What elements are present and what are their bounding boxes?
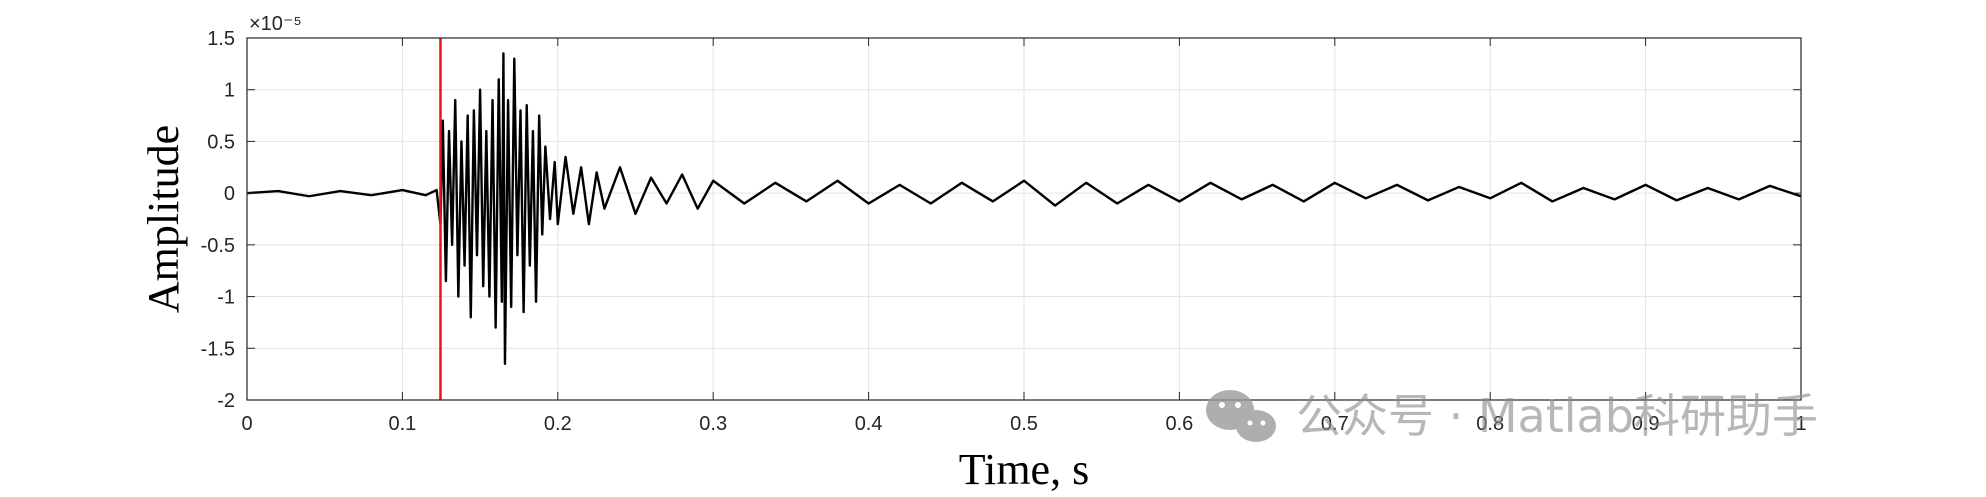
x-tick-label: 0.3 xyxy=(699,413,727,435)
x-tick-label: 1 xyxy=(1795,413,1806,435)
signal-line xyxy=(246,52,1802,365)
x-tick-label: 0.8 xyxy=(1476,413,1504,435)
y-tick-label: -1 xyxy=(217,287,235,309)
x-tick-label: 0.9 xyxy=(1632,413,1660,435)
watermark: 公众号 · Matlab科研助手 xyxy=(1206,389,1818,443)
x-tick-label: 0.4 xyxy=(855,413,883,435)
y-tick-label: 0 xyxy=(224,183,235,205)
x-tick-label: 0.5 xyxy=(1010,413,1038,435)
x-axis-title: Time, s xyxy=(959,445,1089,494)
x-tick-label: 0.7 xyxy=(1321,413,1349,435)
signal-series xyxy=(246,52,1802,365)
y-tick-label: -2 xyxy=(217,390,235,412)
wechat-icon xyxy=(1206,390,1276,442)
watermark-text: 公众号 · Matlab科研助手 xyxy=(1296,389,1818,443)
y-axis-title: Amplitude xyxy=(139,125,188,313)
y-axis-ticks: 1.5 1 0.5 0 -0.5 -1 -1.5 -2 xyxy=(201,28,1801,412)
x-tick-label: 0.6 xyxy=(1165,413,1193,435)
y-tick-label: -1.5 xyxy=(201,338,235,360)
x-axis-ticks: 0 0.1 0.2 0.3 0.4 0.5 0.6 0.7 0.8 0.9 1 xyxy=(241,38,1807,435)
y-exponent-label: ×10⁻⁵ xyxy=(249,13,302,35)
y-tick-label: 1.5 xyxy=(207,28,235,50)
y-tick-label: 1 xyxy=(224,80,235,102)
y-tick-label: 0.5 xyxy=(207,131,235,153)
x-tick-label: 0.2 xyxy=(544,413,572,435)
x-tick-label: 0 xyxy=(241,413,252,435)
x-tick-label: 0.1 xyxy=(388,413,416,435)
y-tick-label: -0.5 xyxy=(201,235,235,257)
